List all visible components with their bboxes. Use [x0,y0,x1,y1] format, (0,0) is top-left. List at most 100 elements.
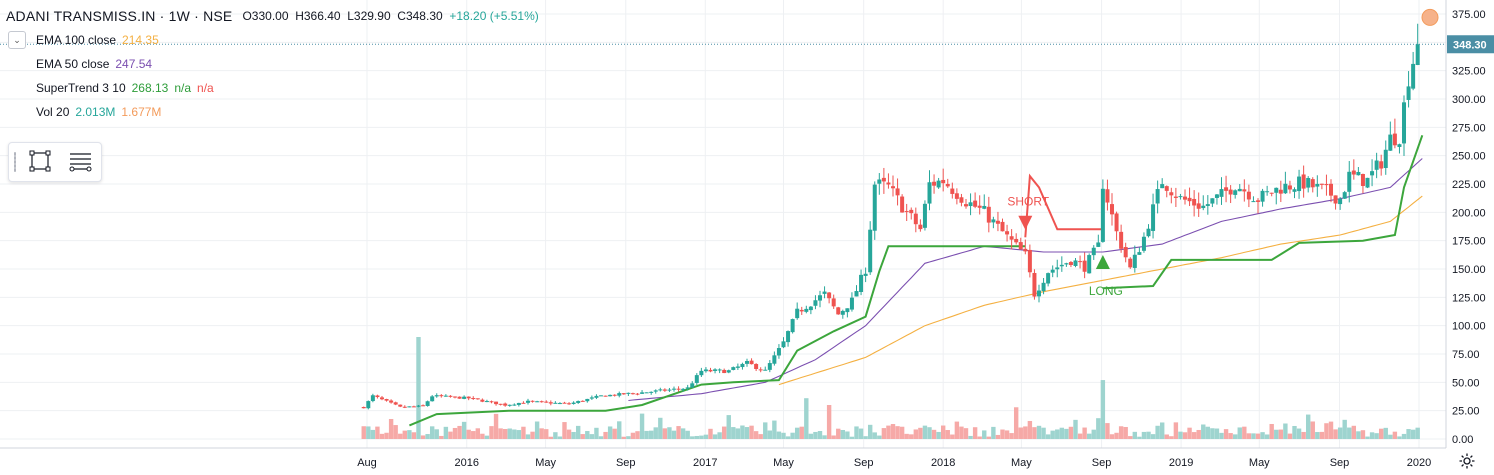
candle-body [995,220,1000,224]
volume-bar [1378,428,1384,439]
candle-body [1324,184,1329,186]
volume-bar [452,427,458,439]
candle-body [1096,242,1101,247]
candle-body [681,388,686,390]
volume-bar [712,434,718,439]
list-lines-button[interactable] [65,146,95,176]
trade-signals: SHORT LONG [1007,195,1123,298]
volume-bar [571,431,576,439]
volume-bar [972,427,978,439]
candle-body [1283,183,1288,194]
rectangle-select-button[interactable] [25,146,55,176]
candle-body [1187,197,1192,202]
volume-bar [685,430,690,439]
volume-bar [1415,427,1420,439]
volume-bar [1009,433,1014,439]
candle-body [653,390,658,392]
volume-bar [1269,423,1274,439]
candle-body [571,402,576,404]
candle-body [649,391,654,393]
volume-bar [603,431,608,439]
candle-body [968,202,973,207]
candle-body [694,375,699,383]
candle-body [530,400,535,402]
candle-body [1392,133,1397,146]
candle-body [676,388,681,390]
volume-bar [580,434,585,439]
symbol-title[interactable]: ADANI TRANSMISS.IN · 1W · NSE [6,8,233,24]
volume-bar [1365,436,1370,439]
volume-bar [1255,433,1261,439]
candle-body [1205,204,1210,206]
candle-body [535,401,540,403]
candle-body [1032,272,1037,297]
volume-bar [644,430,649,439]
volume-bar [794,427,800,439]
chart-settings-button[interactable] [1458,452,1476,470]
candle-body [1292,189,1297,192]
volume-bar [1333,429,1338,439]
volume-bar [776,431,782,439]
candle-body [982,205,987,209]
chart-legend: ADANI TRANSMISS.IN · 1W · NSE O330.00 H3… [6,6,539,124]
candle-body [927,182,932,204]
candle-body [872,184,877,231]
candle-body [1233,190,1238,195]
price-tick-label: 375.00 [1452,9,1486,21]
volume-bar [1059,427,1065,439]
candle-body [1027,249,1032,273]
volume-bar [1109,434,1115,439]
time-tick-label: 2018 [931,457,955,469]
price-tick-label: 25.00 [1452,406,1480,418]
volume-bar [607,426,613,439]
candle-body [1347,171,1352,192]
candle-body [1160,184,1165,189]
candle-body [1278,189,1283,194]
drawing-toolbox[interactable] [8,142,102,182]
volume-bar [589,434,595,439]
candle-body [964,204,969,207]
volume-bar [1283,423,1288,439]
price-tick-label: 100.00 [1452,321,1486,333]
candle-body [1365,177,1370,188]
volume-bar [489,426,494,439]
candle-body [544,401,549,403]
candle-body [475,398,480,400]
volume-bar [630,432,636,439]
indicator-name: SuperTrend 3 10 [36,81,126,95]
volume-bar [475,428,481,439]
candle-body [1319,183,1324,185]
candle-body [1151,204,1156,231]
indicator-row[interactable]: SuperTrend 3 10 268.13 n/a n/a [36,76,539,100]
candle-body [804,308,809,312]
volume-bar [639,413,645,439]
drag-handle-icon[interactable] [14,152,16,172]
candle-body [1379,161,1384,169]
indicator-row[interactable]: EMA 50 close 247.54 [36,52,539,76]
candle-body [562,402,567,404]
indicator-name: EMA 100 close [36,33,117,47]
candle-body [1041,282,1046,292]
live-price-dot [1421,8,1439,26]
volume-bar [1086,433,1092,439]
candle-body [1214,194,1219,198]
rectangle-select-icon [29,150,51,172]
indicator-row[interactable]: EMA 100 close 214.35 [36,28,539,52]
indicator-name: Vol 20 [36,105,70,119]
indicator-list: EMA 100 close 214.35 EMA 50 close 247.54 Sup… [6,28,539,124]
volume-bars [361,337,1420,439]
time-tick-label: 2019 [1169,457,1193,469]
volume-bar [434,429,439,439]
candle-body [840,310,845,315]
price-tick-label: 325.00 [1452,66,1486,78]
volume-bar [991,426,996,439]
collapse-legend-button[interactable]: ⌄ [8,31,26,49]
supertrend-line [409,134,1424,427]
candle-body [411,406,416,408]
candle-body [932,181,937,186]
volume-bar [1173,422,1179,439]
volume-bar [1055,429,1060,439]
volume-bar [402,430,408,439]
indicator-row[interactable]: Vol 20 2.013M 1.677M [36,100,539,124]
